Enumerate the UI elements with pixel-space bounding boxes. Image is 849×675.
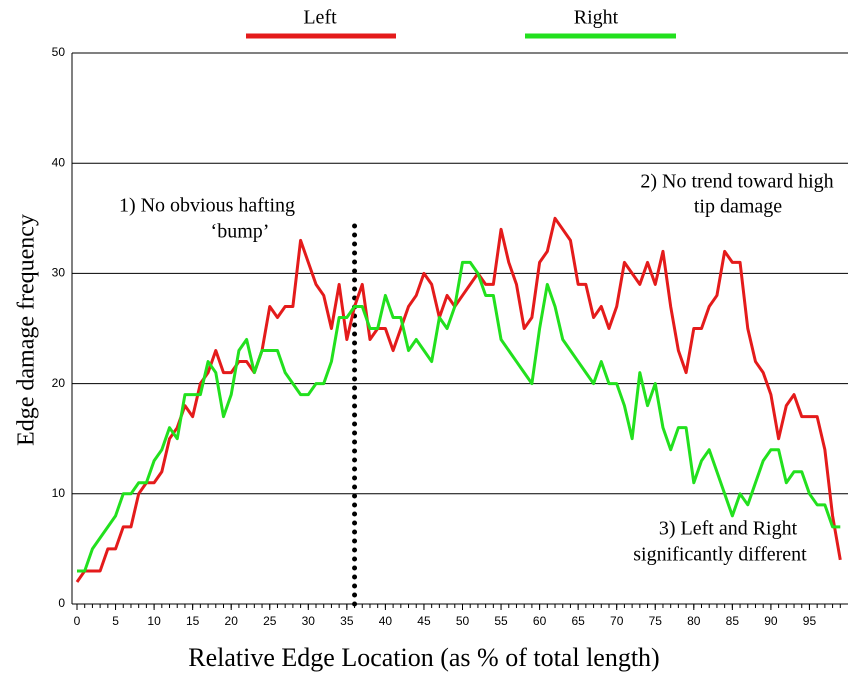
x-tick-label: 90	[764, 614, 778, 628]
legend-label: Left	[303, 7, 337, 29]
x-tick-label: 55	[494, 614, 508, 628]
annotation: 2) No trend toward high	[640, 171, 833, 193]
x-tick-label: 30	[302, 614, 316, 628]
x-tick-label: 50	[456, 614, 470, 628]
x-tick-label: 10	[147, 614, 161, 628]
x-tick-label: 95	[803, 614, 817, 628]
data-line	[77, 260, 841, 573]
x-tick-label: 75	[649, 614, 663, 628]
x-tick-label: 45	[417, 614, 431, 628]
x-tick-label: 20	[225, 614, 239, 628]
x-tick-label: 35	[340, 614, 354, 628]
y-tick-label: 40	[52, 155, 66, 169]
annotation: 3) Left and Right	[659, 518, 798, 540]
y-tick-label: 30	[52, 266, 66, 280]
annotation: significantly different	[633, 544, 807, 566]
annotation: tip damage	[694, 196, 782, 218]
x-tick-label: 70	[610, 614, 624, 628]
x-axis-label: Relative Edge Location (as % of total le…	[188, 643, 659, 672]
y-tick-label: 0	[58, 596, 65, 610]
x-tick-label: 60	[533, 614, 547, 628]
annotation: 1) No obvious hafting	[119, 195, 295, 217]
y-tick-label: 20	[52, 376, 66, 390]
x-tick-label: 0	[74, 614, 81, 628]
x-tick-label: 85	[726, 614, 740, 628]
x-tick-label: 15	[186, 614, 200, 628]
y-tick-label: 10	[52, 486, 66, 500]
y-tick-label: 50	[52, 45, 66, 59]
x-tick-label: 25	[263, 614, 277, 628]
y-axis-label: Edge damage frequency	[14, 214, 40, 446]
x-tick-label: 80	[687, 614, 701, 628]
legend-label: Right	[574, 7, 619, 29]
annotation: ‘bump’	[211, 221, 270, 243]
x-tick-label: 40	[379, 614, 393, 628]
x-tick-label: 5	[112, 614, 119, 628]
x-tick-label: 65	[571, 614, 585, 628]
